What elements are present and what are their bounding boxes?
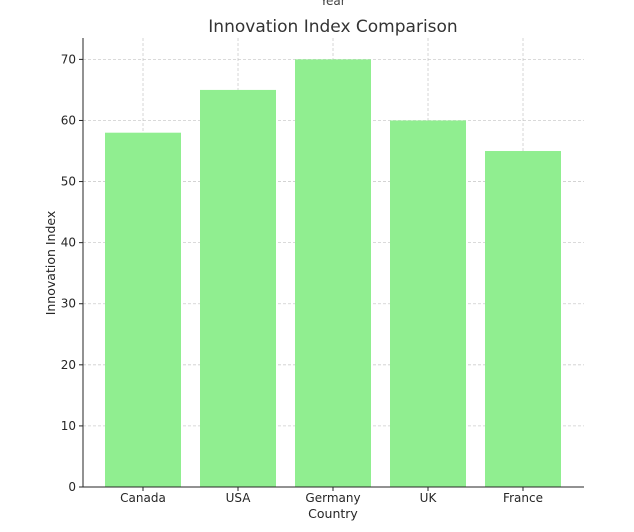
- x-tick-label: Canada: [120, 491, 166, 505]
- x-axis-title: Country: [308, 506, 358, 521]
- x-tick-label: USA: [226, 491, 252, 505]
- y-tick-label: 20: [61, 358, 76, 372]
- y-tick-label: 40: [61, 236, 76, 250]
- bars-layer: [105, 59, 561, 487]
- y-tick-label: 0: [68, 480, 76, 494]
- y-axis-title: Innovation Index: [43, 211, 58, 316]
- bar-usa: [200, 89, 276, 487]
- y-tick-label: 50: [61, 175, 76, 189]
- bar-france: [485, 151, 561, 487]
- x-tick-label: Germany: [305, 491, 360, 505]
- y-tick-label: 60: [61, 113, 76, 127]
- bar-germany: [295, 59, 371, 487]
- bar-uk: [390, 120, 466, 487]
- y-tick-label: 70: [61, 52, 76, 66]
- x-tick-label: France: [503, 491, 543, 505]
- y-tick-label: 30: [61, 297, 76, 311]
- y-tick-label: 10: [61, 419, 76, 433]
- x-tick-label: UK: [420, 491, 438, 505]
- cut-off-label: Year: [319, 0, 345, 8]
- ticks-layer: 0 10 20 30 40 50 60 70 Canada USA Germany UK France: [61, 52, 543, 505]
- bar-canada: [105, 132, 181, 487]
- chart-title: Innovation Index Comparison: [208, 17, 457, 37]
